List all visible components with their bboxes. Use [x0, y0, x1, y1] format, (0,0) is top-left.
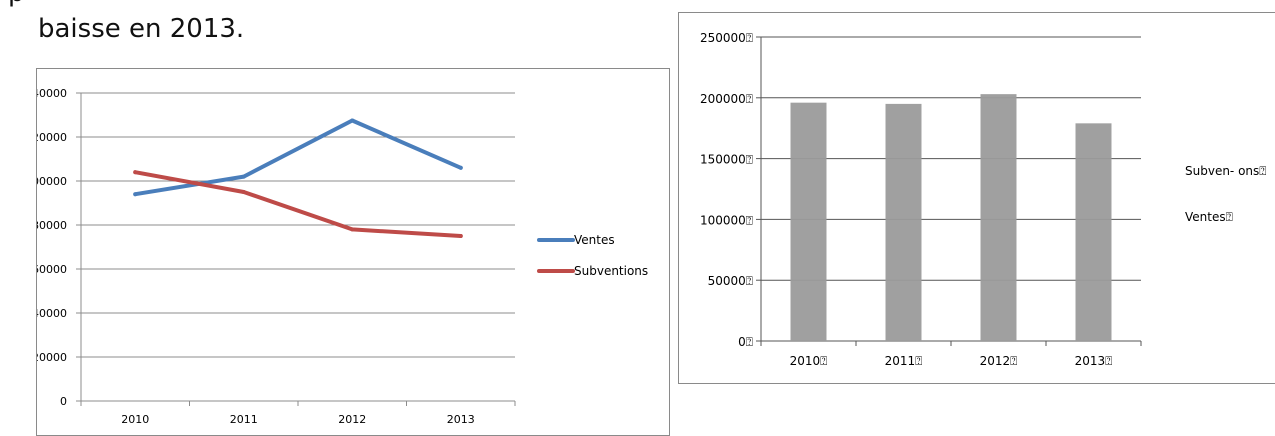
y-tick-label: 20000 — [37, 351, 67, 364]
y-tick-label: 250000⍰ — [700, 31, 753, 45]
x-tick-label: 2011 — [230, 413, 258, 426]
bar-chart: 0⍰ 50000⍰ 100000⍰ 150000⍰ 200000⍰ 250000⍰ 2010… — [700, 31, 1267, 368]
legend-label: Subventions — [574, 264, 648, 278]
x-tick-label: 2010⍰ — [790, 354, 828, 368]
y-tick-label: 200000⍰ — [700, 92, 753, 106]
data-point — [458, 165, 463, 170]
y-tick-label: 100000⍰ — [700, 213, 753, 227]
bar — [1075, 123, 1112, 341]
legend-label: Ventes — [574, 233, 615, 247]
data-point — [350, 227, 355, 232]
y-tick-label: 0⍰ — [738, 335, 753, 349]
data-point — [458, 234, 463, 238]
y-tick-label: 150000⍰ — [700, 153, 753, 167]
bar-chart-frame: 0⍰ 50000⍰ 100000⍰ 150000⍰ 200000⍰ 250000⍰ 2010… — [678, 12, 1275, 384]
series-line-subventions — [133, 170, 463, 238]
y-tick-label: 120000 — [37, 131, 67, 144]
y-tick-label: 80000 — [37, 219, 67, 232]
x-tick-label: 2011⍰ — [885, 354, 923, 368]
bar — [885, 103, 922, 341]
y-tick-label: 0 — [60, 395, 67, 408]
data-point — [133, 192, 138, 197]
x-tick-label: 2012⍰ — [980, 354, 1018, 368]
x-tick-label: 2013⍰ — [1075, 354, 1113, 368]
y-tick-label: 100000 — [37, 175, 67, 188]
y-tick-label: 140000 — [37, 87, 67, 100]
x-tick-label: 2012 — [338, 413, 366, 426]
y-tick-label: 40000 — [37, 307, 67, 320]
data-point — [241, 174, 246, 179]
legend-label: Ventes⍰ — [1185, 210, 1233, 224]
line-chart: 0 20000 40000 60000 80000 100000 120000 140000 2… — [37, 87, 648, 426]
caption-top-fragment: p — [8, 0, 1268, 8]
caption-text: baisse en 2013. — [38, 14, 245, 44]
x-tick-label: 2013 — [447, 413, 475, 426]
series-line-ventes — [133, 118, 463, 197]
y-tick-label: 60000 — [37, 263, 67, 276]
y-tick-label: 50000⍰ — [708, 274, 753, 288]
line-chart-frame: 0 20000 40000 60000 80000 100000 120000 140000 2… — [36, 68, 670, 436]
bar — [980, 94, 1017, 341]
legend-label: Subven- ons⍰ — [1185, 164, 1266, 178]
bar — [790, 102, 827, 341]
data-point — [133, 170, 138, 175]
data-point — [350, 118, 355, 123]
x-tick-label: 2010 — [121, 413, 149, 426]
data-point — [241, 190, 246, 194]
